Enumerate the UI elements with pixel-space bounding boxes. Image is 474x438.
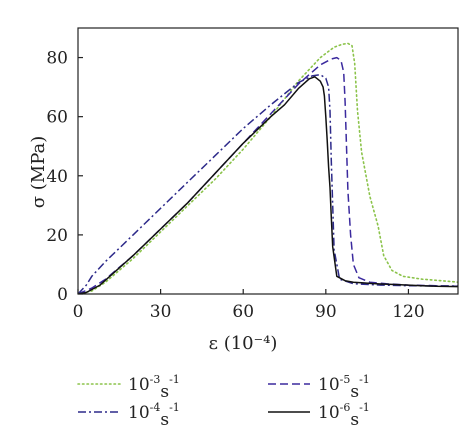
y-tick-label: 20 bbox=[46, 226, 68, 246]
x-tick-label: 60 bbox=[232, 302, 254, 322]
series-line-4 bbox=[78, 76, 458, 294]
x-tick-label: 0 bbox=[73, 302, 84, 322]
x-axis-title: ε (10⁻⁴) bbox=[209, 333, 278, 354]
legend-label: 10-4s-1 bbox=[128, 401, 180, 430]
y-axis-title: σ (MPa) bbox=[28, 136, 49, 209]
legend-label: 10-6s-1 bbox=[318, 401, 370, 430]
axes-frame bbox=[77, 27, 459, 295]
plot-frame bbox=[77, 27, 459, 295]
x-tick-label: 120 bbox=[392, 302, 424, 322]
y-tick-label: 80 bbox=[46, 49, 68, 69]
legend: 10-3s-110-4s-1 10-5s-110-6s-1 bbox=[77, 373, 370, 430]
series-line-3 bbox=[78, 56, 458, 294]
legend-item: 10-6s-1 bbox=[268, 401, 370, 430]
series-line-2 bbox=[78, 73, 458, 294]
series-line-1 bbox=[78, 42, 458, 294]
legend-label: 10-3s-1 bbox=[128, 373, 180, 402]
y-tick-label: 40 bbox=[46, 167, 68, 187]
legend-item: 10-4s-1 bbox=[78, 401, 180, 430]
y-tick-label: 60 bbox=[46, 108, 68, 128]
x-tick-label: 90 bbox=[315, 302, 337, 322]
y-tick-label: 0 bbox=[57, 285, 68, 305]
series-lines bbox=[78, 42, 458, 294]
legend-label: 10-5s-1 bbox=[318, 373, 370, 402]
x-tick-label: 30 bbox=[150, 302, 172, 322]
legend-item: 10-5s-1 bbox=[268, 373, 370, 402]
legend-item: 10-3s-1 bbox=[77, 373, 180, 402]
